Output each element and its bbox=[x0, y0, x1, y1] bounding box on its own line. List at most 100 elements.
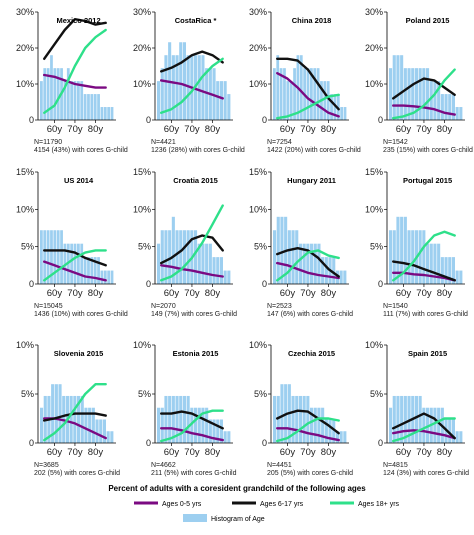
histogram-bar bbox=[157, 243, 161, 284]
histogram-bar bbox=[414, 395, 418, 443]
histogram-bar bbox=[276, 55, 280, 121]
series-line-age18 bbox=[392, 68, 456, 120]
histogram-bar bbox=[216, 419, 220, 443]
histogram-bar bbox=[87, 257, 90, 284]
histogram-bar bbox=[400, 55, 404, 121]
y-tick-label: 10% bbox=[133, 79, 151, 89]
histogram-bar bbox=[201, 407, 205, 443]
y-tick-label: 0 bbox=[262, 115, 267, 125]
panel: 0 10% 20% 30% 60y 70y 80y CostaRica * N=44211236… bbox=[133, 7, 245, 154]
y-tick-label: 0 bbox=[29, 115, 34, 125]
histogram-bar bbox=[107, 270, 111, 284]
histogram-bar bbox=[212, 257, 216, 284]
histogram-bar bbox=[106, 431, 110, 443]
x-tick-label: 60y bbox=[47, 288, 63, 299]
histogram-bar bbox=[279, 68, 283, 120]
y-tick-label: 10% bbox=[133, 204, 151, 214]
histogram-bar bbox=[422, 68, 426, 120]
x-tick-label: 80y bbox=[88, 124, 104, 135]
histogram-bar bbox=[201, 243, 205, 284]
histogram-bar bbox=[179, 42, 183, 120]
histogram-bar bbox=[389, 407, 393, 443]
histogram-bar bbox=[182, 230, 186, 284]
histogram-bar bbox=[110, 270, 114, 284]
histogram-bar bbox=[70, 243, 74, 284]
histogram-bar bbox=[343, 107, 347, 120]
histogram-bar bbox=[103, 107, 107, 120]
x-tick-label: 80y bbox=[437, 288, 453, 299]
histogram-bar bbox=[280, 384, 284, 443]
y-tick-label: 0 bbox=[378, 438, 383, 448]
histogram-bar bbox=[219, 257, 223, 284]
series-line-age0-5 bbox=[159, 79, 224, 100]
y-tick-label: 10% bbox=[16, 204, 34, 214]
series-line-age0-5 bbox=[276, 71, 340, 118]
histogram-bar bbox=[63, 81, 67, 120]
y-tick-label: 0 bbox=[29, 438, 34, 448]
histogram-bar bbox=[440, 94, 444, 120]
histogram-bar bbox=[455, 431, 459, 443]
histogram-bar bbox=[171, 55, 175, 121]
histogram-bar bbox=[205, 243, 209, 284]
series-line-age0-5 bbox=[159, 427, 224, 442]
y-tick-label: 15% bbox=[365, 167, 383, 177]
x-tick-label: 70y bbox=[300, 447, 316, 458]
histogram-bar bbox=[160, 407, 164, 443]
histogram-bar bbox=[411, 68, 415, 120]
histogram-bar bbox=[407, 230, 411, 284]
series-line-age6-17 bbox=[392, 412, 456, 440]
x-tick-label: 70y bbox=[67, 288, 83, 299]
histogram-bar bbox=[100, 107, 104, 120]
series-line-age18 bbox=[159, 57, 224, 115]
histogram-bar bbox=[56, 68, 60, 120]
x-tick-label: 80y bbox=[88, 288, 104, 299]
histogram-bar bbox=[407, 68, 411, 120]
histogram-bar bbox=[208, 419, 212, 443]
series-line-age6-17 bbox=[43, 249, 107, 267]
histogram-bar bbox=[51, 384, 55, 443]
histogram-bar bbox=[186, 395, 190, 443]
histogram-bar bbox=[77, 81, 80, 120]
histogram-bar bbox=[97, 94, 100, 120]
y-tick-label: 10% bbox=[365, 340, 383, 350]
histogram-bar bbox=[444, 94, 448, 120]
histogram-bar bbox=[194, 407, 198, 443]
histogram-bar bbox=[212, 419, 216, 443]
series-line-age18 bbox=[392, 417, 456, 443]
histogram-bar bbox=[306, 243, 310, 284]
legend-label: Histogram of Age bbox=[211, 516, 265, 523]
histogram-bar bbox=[50, 55, 53, 121]
histogram-bar bbox=[295, 230, 299, 284]
histogram-bar bbox=[83, 257, 87, 284]
histogram-bar bbox=[426, 243, 430, 284]
histogram-bar bbox=[197, 243, 201, 284]
histogram-bar bbox=[160, 230, 164, 284]
x-tick-label: 60y bbox=[396, 447, 412, 458]
panel: 0 10% 20% 30% 60y 70y 80y Poland 2015 N=1542235 … bbox=[365, 7, 473, 154]
histogram-bar bbox=[194, 230, 198, 284]
x-tick-label: 60y bbox=[164, 124, 180, 135]
histogram-bar bbox=[83, 94, 87, 120]
histogram-bar bbox=[179, 395, 183, 443]
panel-n: N=1542 bbox=[383, 139, 408, 146]
histogram-bar bbox=[339, 270, 343, 284]
histogram-bar bbox=[276, 395, 280, 443]
histogram-bar bbox=[91, 407, 95, 443]
histogram-bar bbox=[328, 419, 332, 443]
panel-title: Estonia 2015 bbox=[173, 349, 219, 358]
panel-title: Portugal 2015 bbox=[403, 176, 452, 185]
histogram-bar bbox=[43, 68, 47, 120]
histogram-bar bbox=[227, 270, 231, 284]
histogram-bar bbox=[273, 230, 277, 284]
histogram-bar bbox=[332, 419, 336, 443]
panel-title: CostaRica * bbox=[175, 16, 217, 25]
histogram-bar bbox=[324, 419, 328, 443]
histogram-bar bbox=[80, 81, 84, 120]
x-tick-label: 70y bbox=[416, 288, 432, 299]
histogram-bar bbox=[310, 407, 314, 443]
panel-n: N=1540 bbox=[383, 303, 408, 310]
x-tick-label: 80y bbox=[321, 288, 337, 299]
histogram-bar bbox=[298, 395, 302, 443]
